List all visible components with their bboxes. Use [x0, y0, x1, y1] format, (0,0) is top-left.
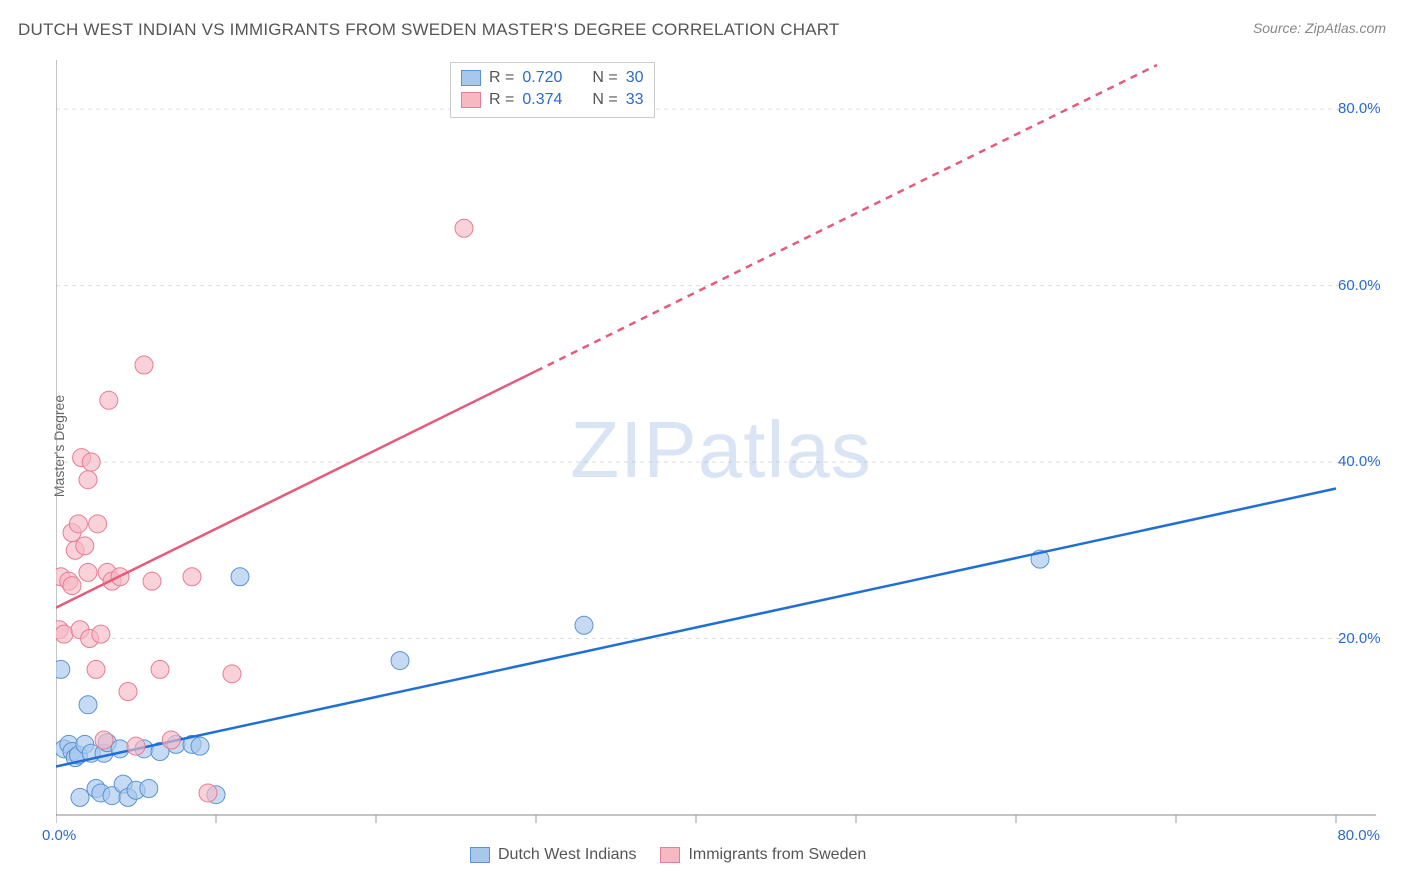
n-value: 33 [626, 91, 644, 109]
chart-title: DUTCH WEST INDIAN VS IMMIGRANTS FROM SWE… [18, 20, 839, 40]
source-attribution: Source: ZipAtlas.com [1253, 20, 1386, 36]
legend-swatch [461, 92, 481, 108]
r-value: 0.374 [522, 91, 562, 109]
n-label: N = [592, 69, 617, 87]
correlation-stats-box: R = 0.720 N = 30 R = 0.374 N = 33 [450, 62, 655, 118]
n-value: 30 [626, 69, 644, 87]
series-legend: Dutch West Indians Immigrants from Sweden [470, 846, 866, 864]
y-tick-label: 60.0% [1338, 277, 1381, 294]
x-tick-label: 80.0% [1337, 827, 1380, 844]
stats-row: R = 0.720 N = 30 [461, 67, 644, 89]
legend-swatch [660, 847, 680, 863]
y-tick-label: 80.0% [1338, 100, 1381, 117]
r-value: 0.720 [522, 69, 562, 87]
r-label: R = [489, 91, 514, 109]
legend-item: Dutch West Indians [470, 846, 636, 864]
legend-label: Dutch West Indians [498, 846, 636, 864]
legend-swatch [461, 70, 481, 86]
y-tick-label: 20.0% [1338, 630, 1381, 647]
r-label: R = [489, 69, 514, 87]
stats-row: R = 0.374 N = 33 [461, 89, 644, 111]
n-label: N = [592, 91, 617, 109]
scatter-chart [56, 55, 1386, 845]
legend-label: Immigrants from Sweden [688, 846, 866, 864]
x-tick-label: 0.0% [42, 827, 76, 844]
chart-area: ZIPatlas [56, 55, 1386, 845]
y-tick-label: 40.0% [1338, 453, 1381, 470]
legend-swatch [470, 847, 490, 863]
legend-item: Immigrants from Sweden [660, 846, 866, 864]
